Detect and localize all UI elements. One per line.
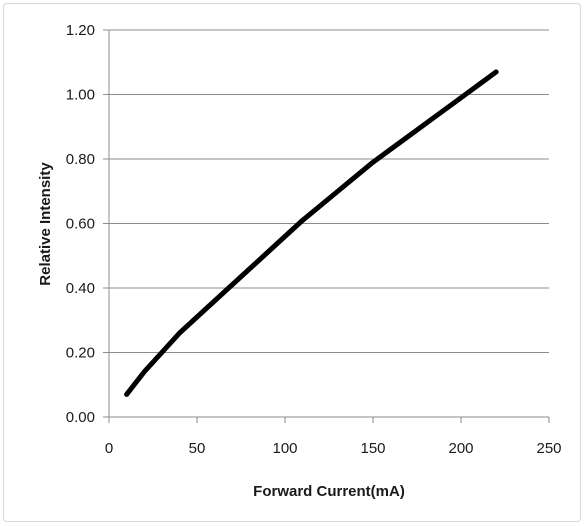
- x-tick-label: 100: [272, 440, 297, 457]
- y-tick-label: 0.60: [66, 216, 95, 233]
- chart-frame: [3, 3, 581, 522]
- y-tick-label: 0.40: [66, 280, 95, 297]
- axes: [103, 29, 550, 423]
- y-tick-label: 0.00: [66, 409, 95, 426]
- tick-labels: 0.00 0.20 0.40 0.60 0.80 1.00 1.20 0 50 100 150 200…: [66, 22, 562, 457]
- x-tick-label: 50: [189, 440, 206, 457]
- y-tick-label: 1.00: [66, 87, 95, 104]
- series-lines: [124, 69, 499, 397]
- y-axis-title: Relative Intensity: [37, 162, 54, 286]
- x-tick-label: 0: [105, 440, 113, 457]
- x-axis-title: Forward Current(mA): [253, 483, 405, 500]
- x-tick-label: 250: [536, 440, 561, 457]
- series-line: [124, 69, 499, 397]
- y-tick-label: 0.80: [66, 151, 95, 168]
- x-tick-label: 150: [360, 440, 385, 457]
- y-tick-label: 1.20: [66, 22, 95, 39]
- grid-lines: [109, 29, 549, 353]
- y-tick-label: 0.20: [66, 345, 95, 362]
- x-tick-label: 200: [448, 440, 473, 457]
